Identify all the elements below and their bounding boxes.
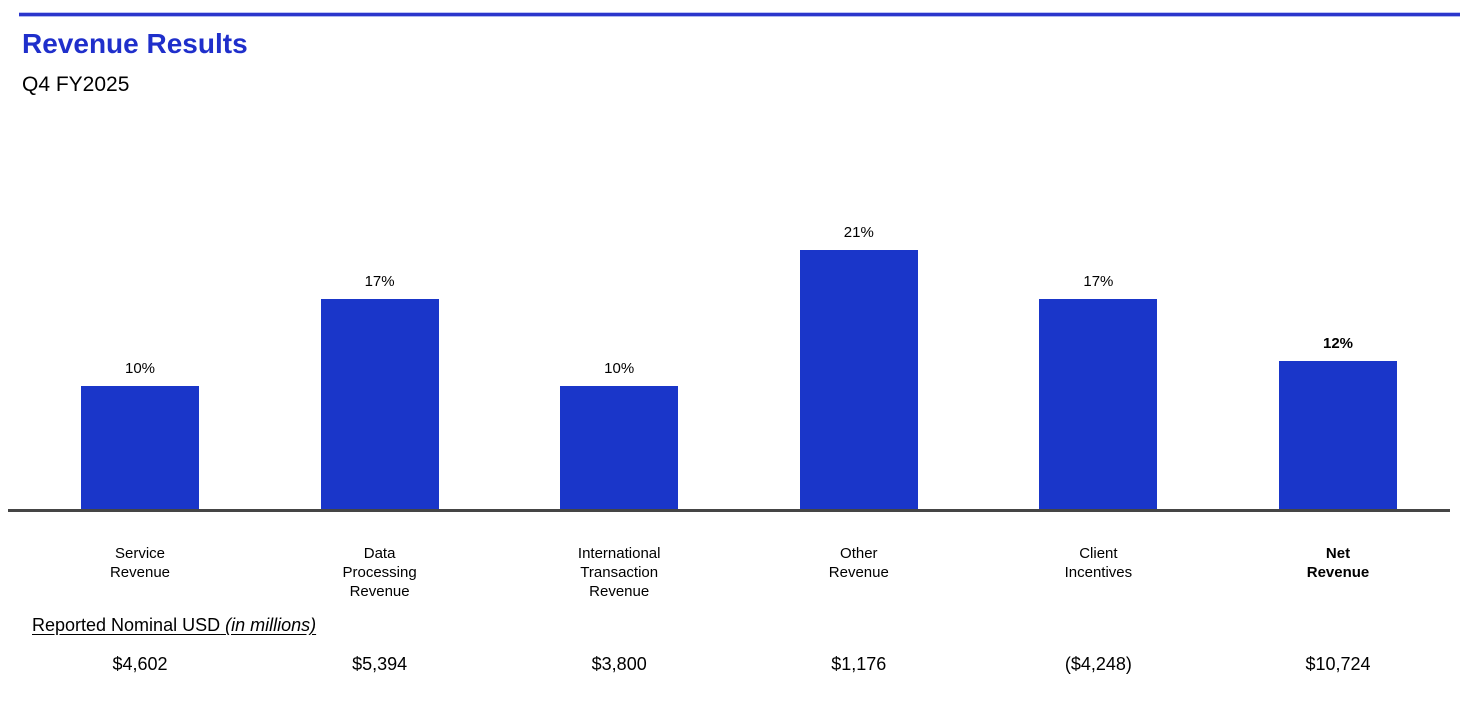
page-title: Revenue Results (22, 28, 248, 59)
category-label: International Transaction Revenue (577, 545, 661, 600)
value-cell: $3,800 (591, 654, 647, 674)
value-cell: $1,176 (831, 654, 887, 674)
category-label: Other Revenue (828, 545, 889, 581)
bar (81, 386, 199, 510)
bar (799, 250, 918, 510)
x-axis-line (8, 509, 1450, 512)
bar-pct-label: 17% (364, 273, 395, 290)
bar (560, 386, 679, 510)
value-cell: $10,724 (1305, 654, 1371, 674)
bar-pct-label: 21% (843, 224, 874, 241)
bar (320, 299, 439, 510)
values-row-label-note: (in millions) (225, 615, 317, 635)
values-row-label-underline: Reported Nominal USD (in millions) (32, 615, 316, 635)
page-subtitle: Q4 FY2025 (22, 73, 130, 96)
bar-pct-label: 10% (124, 360, 156, 377)
bar-pct-label: 10% (604, 360, 635, 377)
value-cell: ($4,248) (1064, 654, 1132, 674)
value-cell: $5,394 (352, 654, 408, 674)
bar (1279, 361, 1397, 510)
value-cell: $4,602 (112, 654, 168, 674)
bar-pct-label: 12% (1322, 335, 1354, 352)
category-label: Data Processing Revenue (342, 545, 417, 600)
values-row-label: Reported Nominal USD (in millions) (32, 614, 316, 637)
bar (1039, 299, 1158, 510)
bar-pct-label: 17% (1083, 273, 1114, 290)
category-label: Service Revenue (109, 545, 171, 581)
category-label: Client Incentives (1064, 545, 1133, 581)
values-row-label-text: Reported Nominal USD (32, 615, 221, 635)
category-label: Net Revenue (1306, 545, 1370, 581)
top-rule-divider (19, 13, 1460, 16)
